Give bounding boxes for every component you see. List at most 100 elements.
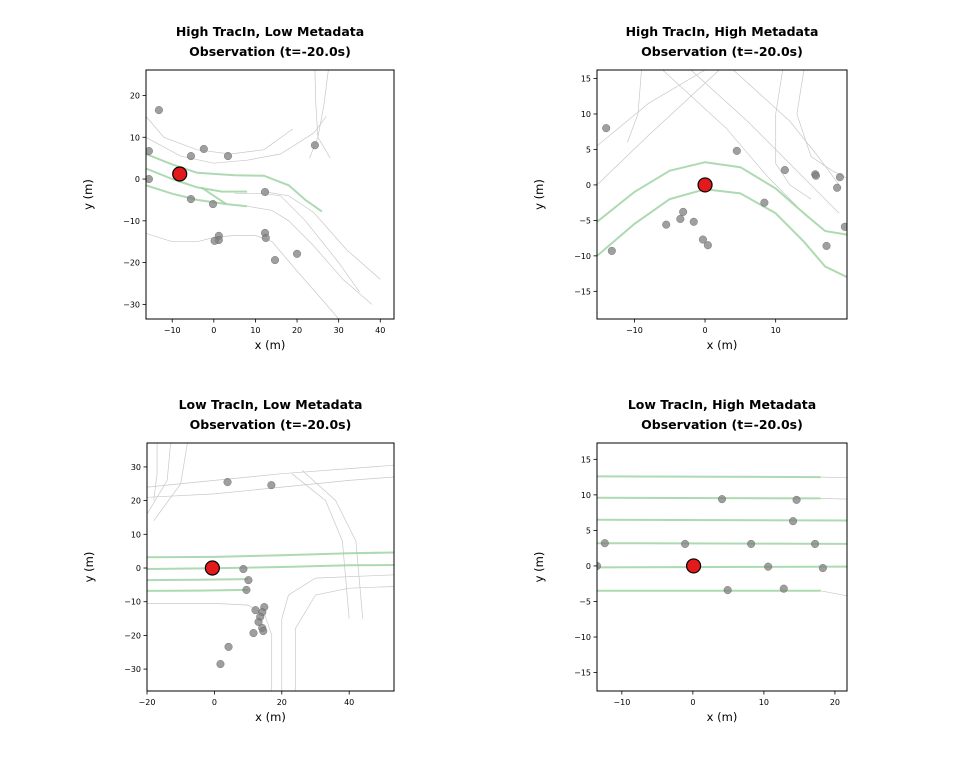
map-lane-line xyxy=(690,70,840,214)
agent-point xyxy=(679,207,688,216)
lane-centerline xyxy=(597,188,847,279)
ego-vehicle-point xyxy=(697,177,713,193)
lane-centerline xyxy=(597,542,847,545)
subplot-title: Observation (t=-20.0s) xyxy=(641,417,803,432)
axes-frame xyxy=(145,69,395,320)
lane-centerline xyxy=(597,496,821,500)
x-axis-label: x (m) xyxy=(255,338,286,352)
agent-point xyxy=(676,214,685,223)
y-tick-label: −20 xyxy=(124,631,141,640)
x-tick-label: −10 xyxy=(164,326,181,335)
x-axis-label: x (m) xyxy=(707,710,738,724)
lane-centerline xyxy=(147,578,249,582)
ego-vehicle-point xyxy=(685,558,702,574)
ego-vehicle-point xyxy=(204,560,220,576)
agent-point xyxy=(811,171,820,180)
map-lane-line xyxy=(147,443,171,515)
subplot-title: High TracIn, High Metadata xyxy=(626,24,819,39)
axes-frame xyxy=(596,69,848,320)
agent-point xyxy=(223,478,232,487)
x-tick-label: 40 xyxy=(375,326,385,335)
agent-point xyxy=(840,222,847,231)
agent-point xyxy=(689,217,698,226)
lane-centerline xyxy=(147,551,394,559)
x-tick-label: 0 xyxy=(211,326,216,335)
map-lane-line xyxy=(301,470,364,619)
agent-point xyxy=(811,539,820,548)
lane-centerline xyxy=(147,588,249,592)
y-tick-label: 0 xyxy=(136,564,141,573)
y-axis-label: y (m) xyxy=(81,179,95,210)
x-tick-label: 0 xyxy=(703,326,708,335)
map-lane-line xyxy=(796,70,847,179)
plot-area xyxy=(597,70,847,279)
x-tick-label: 0 xyxy=(212,698,217,707)
map-lane-line xyxy=(234,193,360,293)
map-lane-line xyxy=(820,498,847,500)
agent-point xyxy=(764,562,773,571)
agent-point xyxy=(239,565,248,574)
agent-point xyxy=(818,564,827,573)
subplot-2: −10 0 10 −15 −10 −5 0 5 10 15 x (m) y (m) High TracI… xyxy=(532,24,848,352)
y-tick-label: −30 xyxy=(124,665,141,674)
x-tick-label: 20 xyxy=(292,326,302,335)
subplot-title: High TracIn, Low Metadata xyxy=(176,24,364,39)
subplot-title: Observation (t=-20.0s) xyxy=(189,44,351,59)
x-tick-label: 0 xyxy=(690,698,695,707)
y-tick-label: 15 xyxy=(581,75,591,84)
lane-centerline xyxy=(146,153,323,213)
agent-point xyxy=(270,256,279,265)
y-axis-label: y (m) xyxy=(82,552,96,583)
x-tick-label: −20 xyxy=(139,698,156,707)
y-axis-label: y (m) xyxy=(532,552,546,583)
subplot-1: −10 0 10 20 30 40 −30 −20 −10 0 10 20 x (m) y (m) High… xyxy=(81,24,395,352)
agent-point xyxy=(251,606,260,615)
agent-point xyxy=(242,585,251,594)
agent-point xyxy=(607,246,616,255)
agent-point xyxy=(792,495,801,504)
agent-point xyxy=(703,241,712,250)
lane-centerline xyxy=(597,161,847,236)
y-tick-label: 5 xyxy=(586,145,591,154)
map-lane-line xyxy=(597,70,720,186)
ego-vehicle-point xyxy=(172,166,188,182)
agent-point xyxy=(146,175,153,184)
lane-centerline xyxy=(597,518,847,522)
agent-point xyxy=(747,539,756,548)
map-lane-line xyxy=(146,116,294,155)
agent-point xyxy=(662,220,671,229)
agent-point xyxy=(718,495,727,504)
map-lane-line xyxy=(147,603,273,691)
map-lane-line xyxy=(146,233,340,319)
agent-point xyxy=(780,166,789,175)
map-lane-line xyxy=(775,70,812,200)
agent-point xyxy=(224,642,233,651)
map-lane-line xyxy=(294,586,394,691)
x-tick-label: 20 xyxy=(277,698,287,707)
subplot-4: −10 0 10 20 −15 −10 −5 0 5 10 15 x (m) y (m) Low Trac… xyxy=(532,397,848,724)
agent-point xyxy=(261,233,270,242)
y-tick-label: 20 xyxy=(131,497,141,506)
map-lane-line xyxy=(597,70,706,147)
x-tick-label: 20 xyxy=(830,698,840,707)
y-tick-label: 30 xyxy=(131,463,141,472)
map-lane-line xyxy=(733,70,840,186)
map-lane-line xyxy=(263,191,381,280)
agent-point xyxy=(760,198,769,207)
agent-point xyxy=(293,249,302,258)
y-tick-label: −30 xyxy=(123,300,140,309)
agent-point xyxy=(186,152,195,161)
y-tick-label: 0 xyxy=(135,175,140,184)
map-lane-line xyxy=(291,473,350,619)
y-tick-label: −5 xyxy=(579,216,591,225)
axes-frame xyxy=(146,442,395,692)
agent-point xyxy=(186,195,195,204)
x-tick-label: 30 xyxy=(334,326,344,335)
agent-point xyxy=(199,144,208,153)
subplot-3: −20 0 20 40 −30 −20 −10 0 10 20 30 x (m) y (m) Low Tr… xyxy=(82,397,395,724)
y-tick-label: −10 xyxy=(574,252,591,261)
lane-centerline xyxy=(597,565,847,569)
y-tick-label: −10 xyxy=(124,598,141,607)
agent-point xyxy=(602,124,611,133)
